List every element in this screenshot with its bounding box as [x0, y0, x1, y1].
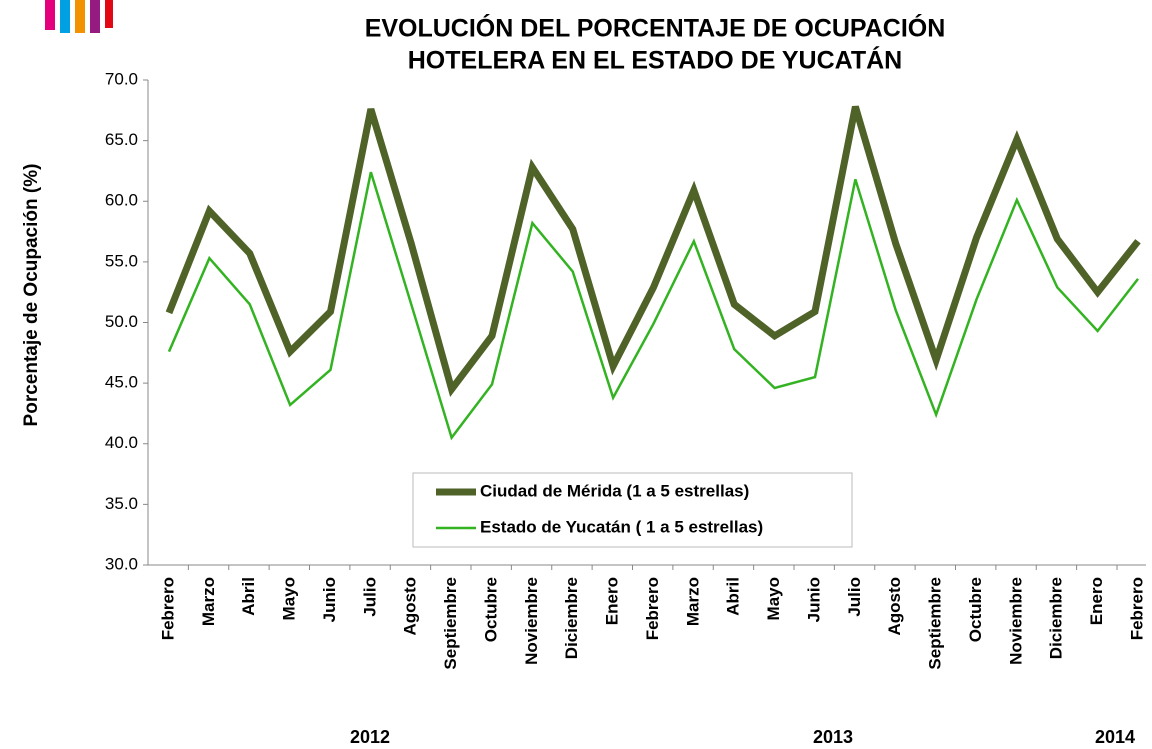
- x-tick-label: Octubre: [481, 577, 500, 642]
- y-tick-label: 30.0: [105, 554, 138, 573]
- year-label: 2013: [813, 727, 853, 747]
- x-tick-label: Enero: [1087, 577, 1106, 625]
- x-tick-label: Octubre: [966, 577, 985, 642]
- logo: [45, 0, 113, 33]
- x-tick-label: Febrero: [158, 577, 177, 640]
- x-tick-label: Febrero: [1127, 577, 1146, 640]
- x-tick-label: Enero: [603, 577, 622, 625]
- x-tick-label: Mayo: [764, 577, 783, 620]
- legend: Ciudad de Mérida (1 a 5 estrellas) Estado…: [412, 472, 853, 548]
- x-tick-label: Septiembre: [926, 577, 945, 670]
- legend-label: Ciudad de Mérida (1 a 5 estrellas): [480, 481, 749, 500]
- x-tick-label: Abril: [724, 577, 743, 616]
- y-tick-label: 70.0: [105, 69, 138, 88]
- x-tick-label: Agosto: [885, 577, 904, 636]
- x-tick-label: Agosto: [401, 577, 420, 636]
- x-tick-label: Marzo: [683, 577, 702, 626]
- chart-title: EVOLUCIÓN DEL PORCENTAJE DE OCUPACIÓN: [365, 13, 946, 43]
- x-tick-label: Septiembre: [441, 577, 460, 670]
- x-tick-label: Noviembre: [522, 577, 541, 665]
- x-tick-label: Julio: [360, 577, 379, 617]
- y-tick-label: 45.0: [105, 373, 138, 392]
- y-tick-label: 55.0: [105, 251, 138, 270]
- x-tick-label: Abril: [239, 577, 258, 616]
- x-tick-label: Mayo: [280, 577, 299, 620]
- legend-box: [412, 472, 853, 548]
- chart-title: HOTELERA EN EL ESTADO DE YUCATÁN: [408, 46, 902, 75]
- x-tick-label: Junio: [804, 577, 823, 622]
- legend-label: Estado de Yucatán ( 1 a 5 estrellas): [480, 517, 763, 536]
- y-axis-label: Porcentaje de Ocupación (%): [21, 164, 42, 427]
- x-tick-label: Junio: [320, 577, 339, 622]
- y-tick-label: 65.0: [105, 130, 138, 149]
- y-tick-label: 40.0: [105, 433, 138, 452]
- x-tick-label: Marzo: [199, 577, 218, 626]
- y-tick-label: 60.0: [105, 191, 138, 210]
- line-series: [167, 171, 1139, 441]
- year-label: 2014: [1095, 727, 1135, 747]
- x-tick-label: Diciembre: [1047, 577, 1066, 659]
- x-tick-label: Febrero: [643, 577, 662, 640]
- year-label: 2012: [350, 727, 390, 747]
- x-tick-label: Diciembre: [562, 577, 581, 659]
- line-series: [165, 105, 1141, 397]
- x-tick-label: Julio: [845, 577, 864, 617]
- x-tick-label: Noviembre: [1006, 577, 1025, 665]
- y-tick-label: 50.0: [105, 312, 138, 331]
- y-tick-label: 35.0: [105, 494, 138, 513]
